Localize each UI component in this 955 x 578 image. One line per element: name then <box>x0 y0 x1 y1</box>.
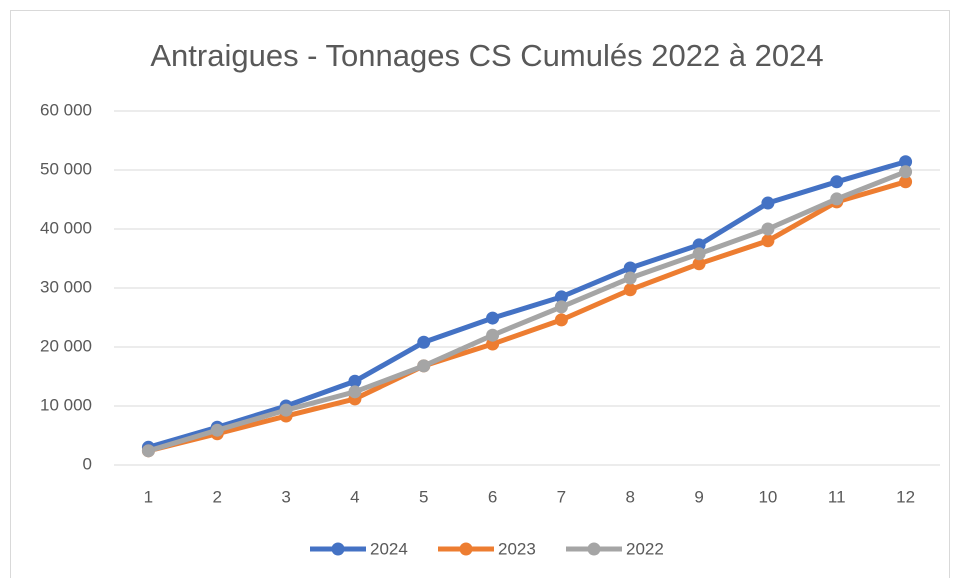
x-tick-label: 10 <box>758 487 777 506</box>
x-tick-label: 1 <box>144 487 153 506</box>
legend-label: 2022 <box>626 539 664 558</box>
series-line <box>147 169 907 454</box>
x-tick-label: 9 <box>694 487 703 506</box>
point <box>899 175 913 189</box>
point <box>830 175 844 189</box>
point <box>279 403 293 417</box>
x-tick-label: 6 <box>488 487 497 506</box>
chart-border <box>10 10 950 578</box>
point <box>348 385 362 399</box>
point <box>623 283 637 297</box>
x-tick-label: 7 <box>557 487 566 506</box>
point <box>210 423 224 437</box>
point <box>417 335 431 349</box>
point <box>554 313 568 327</box>
point <box>692 257 706 271</box>
series-line <box>147 159 907 450</box>
point <box>761 196 775 210</box>
point <box>554 290 568 304</box>
point <box>486 311 500 325</box>
x-tick-label: 2 <box>213 487 222 506</box>
point <box>417 359 431 373</box>
y-tick-label: 40 000 <box>40 218 92 237</box>
x-tick-label: 3 <box>281 487 290 506</box>
y-tick-label: 0 <box>83 454 92 473</box>
legend-label: 2024 <box>370 539 408 558</box>
legend-label: 2023 <box>498 539 536 558</box>
point <box>141 444 155 458</box>
x-tick-label: 8 <box>626 487 635 506</box>
point <box>761 234 775 248</box>
y-tick-label: 50 000 <box>40 159 92 178</box>
y-tick-label: 30 000 <box>40 277 92 296</box>
point <box>761 222 775 236</box>
x-tick-label: 12 <box>896 487 915 506</box>
chart-title: Antraigues - Tonnages CS Cumulés 2022 à … <box>150 38 823 73</box>
point <box>899 165 913 179</box>
y-tick-label: 60 000 <box>40 100 92 119</box>
point <box>623 271 637 285</box>
point <box>486 328 500 342</box>
legend-marker <box>459 542 473 556</box>
point <box>692 247 706 261</box>
series-line <box>147 179 907 454</box>
x-tick-label: 5 <box>419 487 428 506</box>
x-tick-label: 11 <box>828 487 846 506</box>
point <box>554 300 568 314</box>
x-tick-label: 4 <box>350 487 359 506</box>
point <box>899 155 913 169</box>
point <box>623 261 637 275</box>
y-tick-label: 20 000 <box>40 336 92 355</box>
legend-marker <box>587 542 601 556</box>
point <box>830 192 844 206</box>
y-tick-label: 10 000 <box>40 395 92 414</box>
point <box>348 374 362 388</box>
legend-marker <box>331 542 345 556</box>
